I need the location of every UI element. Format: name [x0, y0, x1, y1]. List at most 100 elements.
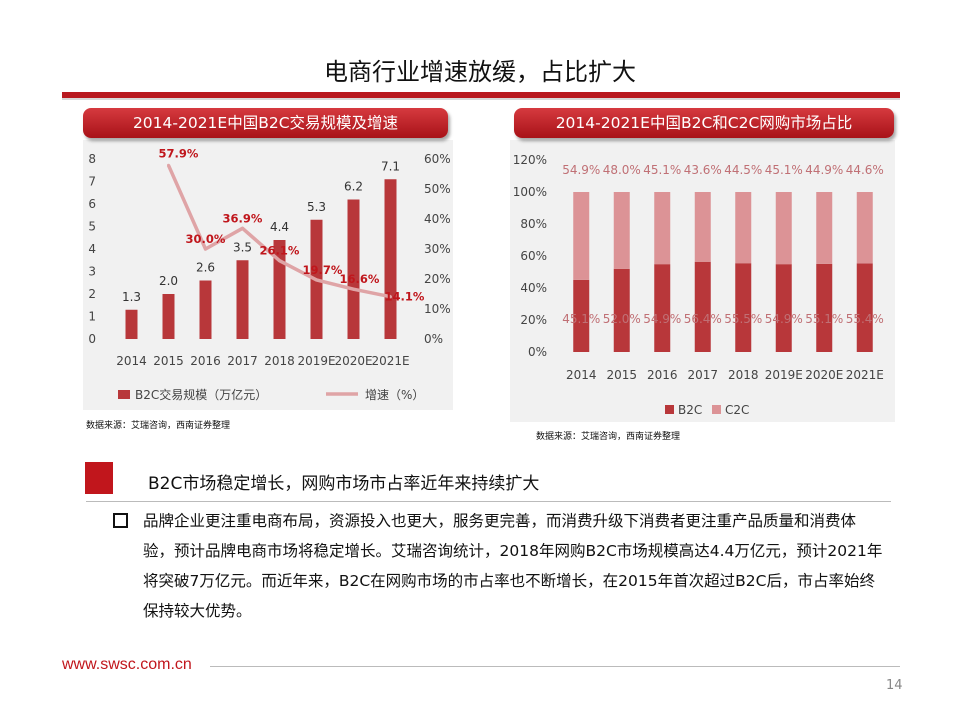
c2c-share-label: 48.0% [603, 163, 641, 177]
bar-b2c-scale [347, 199, 360, 339]
bar-b2c-share [654, 264, 671, 352]
bar-c2c-share [735, 192, 752, 264]
growth-rate-label: 57.9% [159, 146, 199, 160]
c2c-share-label: 44.9% [805, 163, 843, 177]
left-y-tick: 5 [88, 220, 96, 234]
section-heading: B2C市场稳定增长，网购市场市占率近年来持续扩大 [148, 474, 540, 494]
bar-value-label: 6.2 [344, 180, 363, 194]
bar-b2c-share [735, 263, 752, 352]
x-tick-label: 2017 [227, 354, 258, 368]
bar-value-label: 2.0 [159, 274, 178, 288]
left-y-tick: 1 [88, 310, 96, 324]
bar-b2c-share [816, 263, 833, 352]
bar-b2c-share [856, 263, 873, 352]
x-tick-label: 2021E [371, 354, 409, 368]
growth-rate-point [389, 295, 392, 299]
right-y-tick: 30% [424, 242, 451, 256]
legend-label-growth: 增速（%） [365, 388, 424, 402]
x-tick-label: 2020E [334, 354, 372, 368]
bar-b2c-share [694, 261, 711, 352]
growth-rate-label: 14.1% [385, 290, 425, 304]
growth-rate-point [278, 259, 281, 263]
bar-b2c-scale [236, 260, 249, 339]
right-y-tick: 60% [424, 152, 451, 166]
x-tick-label: 2020E [805, 368, 843, 382]
growth-rate-point [167, 163, 170, 167]
footer-divider [210, 666, 900, 667]
bar-value-label: 5.3 [307, 200, 326, 214]
b2c-share-label: 55.4% [846, 312, 884, 326]
right-chart: 0% 20% 40% 60% 80% 100% 120% 45.1% 54.9% 2014 52.0… [513, 153, 884, 417]
y-tick-label: 120% [513, 153, 547, 167]
bar-value-label: 1.3 [122, 290, 141, 304]
x-tick-label: 2021E [846, 368, 884, 382]
x-tick-label: 2015 [606, 368, 637, 382]
b2c-share-label: 56.4% [684, 312, 722, 326]
bar-value-label: 2.6 [196, 261, 215, 275]
growth-rate-point [352, 287, 355, 291]
left-y-tick: 0 [88, 332, 96, 346]
page-number: 14 [886, 678, 903, 693]
left-chart: 0 1 2 3 4 5 6 7 8 0% 10% 20% 30% 40% 50% 60% 1.3 2.0 2.6 3.… [88, 146, 451, 402]
x-tick-label: 2016 [190, 354, 221, 368]
legend-swatch-c2c [712, 405, 721, 414]
growth-rate-point [315, 278, 318, 282]
bar-c2c-share [654, 192, 671, 265]
bar-b2c-share [573, 279, 590, 352]
bar-b2c-scale [273, 240, 286, 339]
left-y-tick: 6 [88, 197, 96, 211]
b2c-share-label: 54.9% [765, 312, 803, 326]
left-chart-source: 数据来源：艾瑞咨询，西南证券整理 [86, 421, 231, 431]
bullet-square-icon [113, 513, 128, 528]
growth-rate-label: 16.6% [340, 272, 380, 286]
c2c-share-label: 45.1% [765, 163, 803, 177]
right-y-tick: 0% [424, 332, 443, 346]
left-y-tick: 2 [88, 287, 96, 301]
c2c-share-label: 54.9% [562, 163, 600, 177]
legend-label-b2c: B2C [678, 403, 702, 417]
bar-c2c-share [856, 192, 873, 264]
c2c-share-label: 44.5% [724, 163, 762, 177]
bar-c2c-share [775, 192, 792, 265]
y-tick-label: 60% [520, 249, 547, 263]
x-tick-label: 2019E [297, 354, 335, 368]
y-tick-label: 20% [520, 313, 547, 327]
x-tick-label: 2016 [647, 368, 678, 382]
b2c-share-label: 52.0% [603, 312, 641, 326]
bar-b2c-scale [384, 179, 397, 339]
y-tick-label: 40% [520, 281, 547, 295]
legend-swatch-b2c-scale [118, 390, 130, 399]
x-tick-label: 2015 [153, 354, 184, 368]
b2c-share-label: 45.1% [562, 312, 600, 326]
bar-c2c-share [613, 192, 630, 269]
bar-c2c-share [573, 192, 590, 280]
bar-b2c-scale [199, 280, 212, 339]
section-divider [86, 501, 891, 502]
page-title: 电商行业增速放缓，占比扩大 [324, 58, 636, 86]
right-chart-source: 数据来源：艾瑞咨询，西南证券整理 [536, 432, 681, 442]
bar-value-label: 3.5 [233, 240, 252, 254]
bar-b2c-share [775, 264, 792, 352]
c2c-share-label: 43.6% [684, 163, 722, 177]
x-tick-label: 2014 [116, 354, 147, 368]
right-y-tick: 40% [424, 212, 451, 226]
x-tick-label: 2019E [765, 368, 803, 382]
y-tick-label: 100% [513, 185, 547, 199]
bar-b2c-share [613, 268, 630, 352]
left-y-tick: 7 [88, 175, 96, 189]
bar-value-label: 4.4 [270, 220, 289, 234]
y-tick-label: 80% [520, 217, 547, 231]
legend-label-c2c: C2C [725, 403, 749, 417]
x-tick-label: 2014 [566, 368, 597, 382]
x-tick-label: 2018 [264, 354, 295, 368]
growth-rate-label: 19.7% [303, 263, 343, 277]
bar-b2c-scale [125, 309, 138, 339]
bar-value-label: 7.1 [381, 159, 400, 173]
x-tick-label: 2017 [687, 368, 718, 382]
left-y-tick: 3 [88, 265, 96, 279]
bar-b2c-scale [162, 294, 175, 339]
left-y-tick: 8 [88, 152, 96, 166]
bar-c2c-share [816, 192, 833, 264]
footer-url: www.swsc.com.cn [62, 656, 192, 673]
right-y-tick: 20% [424, 272, 451, 286]
